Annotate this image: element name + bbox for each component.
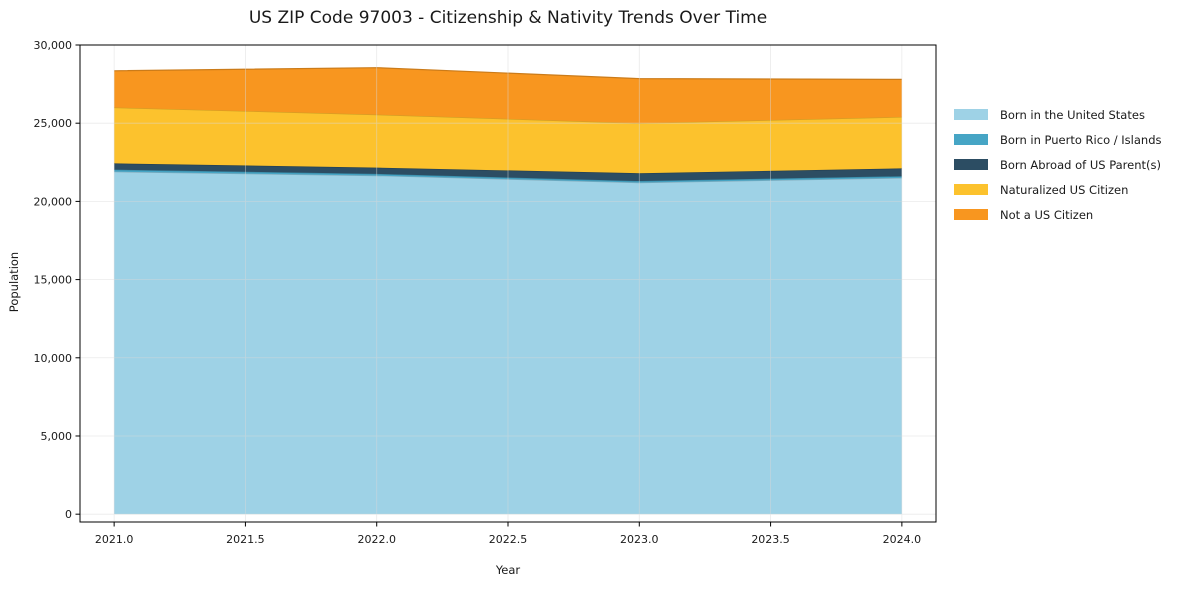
- y-tick-label: 20,000: [34, 195, 73, 208]
- legend-swatch: [954, 184, 988, 195]
- legend-item-born-in-puerto-rico-islands: Born in Puerto Rico / Islands: [954, 127, 1162, 152]
- chart-title: US ZIP Code 97003 - Citizenship & Nativi…: [248, 8, 768, 28]
- legend-label: Naturalized US Citizen: [1000, 182, 1129, 197]
- x-tick-label: 2022.5: [489, 533, 528, 546]
- legend-item-born-in-the-united-states: Born in the United States: [954, 102, 1162, 127]
- legend-label: Born in Puerto Rico / Islands: [1000, 132, 1162, 147]
- legend-item-born-abroad-of-us-parents: Born Abroad of US Parent(s): [954, 152, 1162, 177]
- legend-item-not-a-us-citizen: Not a US Citizen: [954, 202, 1162, 227]
- axis-ticks: [75, 44, 903, 527]
- x-tick-label: 2022.0: [357, 533, 396, 546]
- legend-label: Not a US Citizen: [1000, 207, 1094, 222]
- x-tick-label: 2021.0: [95, 533, 134, 546]
- x-tick-label: 2021.5: [226, 533, 265, 546]
- y-tick-label: 5,000: [41, 430, 73, 443]
- y-tick-label: 0: [65, 508, 72, 521]
- legend-label: Born Abroad of US Parent(s): [1000, 157, 1161, 172]
- legend-item-naturalized-us-citizen: Naturalized US Citizen: [954, 177, 1162, 202]
- legend-swatch: [954, 209, 988, 220]
- legend-swatch: [954, 159, 988, 170]
- y-tick-label: 25,000: [34, 117, 73, 130]
- legend: Born in the United States Born in Puerto…: [954, 102, 1162, 227]
- y-tick-label: 30,000: [34, 39, 73, 52]
- x-tick-label: 2023.5: [751, 533, 790, 546]
- tick-labels: 2021.0 2021.5 2022.0 2022.5 2023.0 2023.5 2024…: [34, 39, 922, 546]
- legend-label: Born in the United States: [1000, 107, 1145, 122]
- x-tick-label: 2023.0: [620, 533, 659, 546]
- y-tick-label: 15,000: [34, 274, 73, 287]
- x-axis-label: Year: [495, 563, 521, 577]
- legend-swatch: [954, 134, 988, 145]
- legend-swatch: [954, 109, 988, 120]
- x-tick-label: 2024.0: [883, 533, 922, 546]
- y-tick-label: 10,000: [34, 352, 73, 365]
